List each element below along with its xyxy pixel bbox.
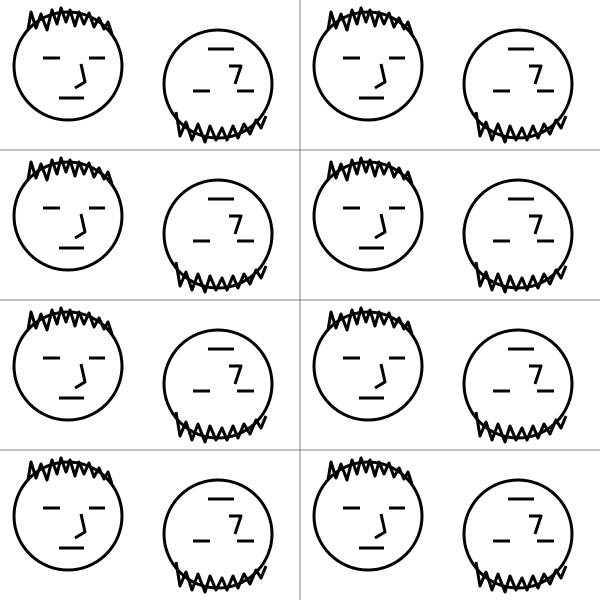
upright-face	[12, 456, 124, 572]
tile-r2-c1	[12, 156, 274, 294]
upright-face	[12, 156, 124, 272]
upside-down-face	[162, 478, 274, 594]
tile-r3-c2	[312, 306, 574, 444]
upside-down-face	[462, 178, 574, 294]
upside-down-face	[162, 28, 274, 144]
upside-down-face	[462, 478, 574, 594]
upside-down-face	[162, 178, 274, 294]
upside-down-face	[462, 328, 574, 444]
upright-face	[312, 456, 424, 572]
tile-r1-c1	[12, 6, 274, 144]
tile-r4-c2	[312, 456, 574, 594]
upright-face	[312, 156, 424, 272]
tile-r3-c1	[12, 306, 274, 444]
upright-face	[312, 6, 424, 122]
upright-face	[12, 6, 124, 122]
tile-r4-c1	[12, 456, 274, 594]
upright-face	[312, 306, 424, 422]
upside-down-face	[162, 328, 274, 444]
upside-down-face	[462, 28, 574, 144]
upright-face	[12, 306, 124, 422]
tile-r2-c2	[312, 156, 574, 294]
tile-r1-c2	[312, 6, 574, 144]
